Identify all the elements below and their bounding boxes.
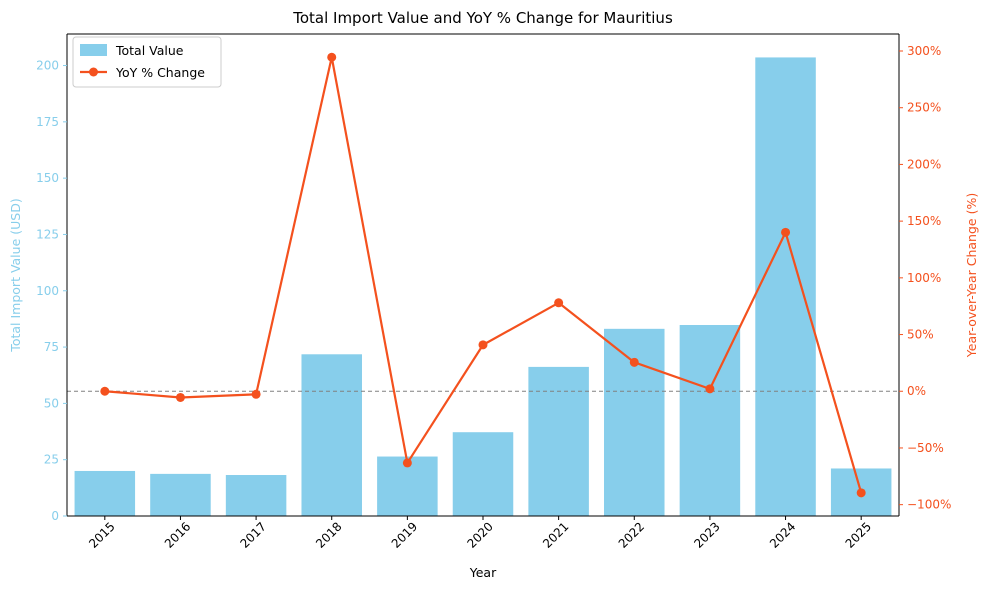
legend-bar-swatch (80, 44, 107, 56)
right-y-tick-label-150: 150% (907, 214, 941, 228)
right-y-tick-label--100: −100% (907, 498, 951, 512)
yoy-point-2020 (478, 340, 488, 350)
bar-2024 (755, 57, 816, 517)
left-y-tick-label-50: 50 (44, 396, 59, 410)
left-y-tick-label-25: 25 (44, 453, 59, 467)
x-tick-label-2022: 2022 (616, 519, 647, 550)
legend-entry-yoy-change: YoY % Change (115, 65, 205, 80)
right-y-axis-label: Year-over-Year Change (%) (964, 193, 979, 358)
x-tick-label-2015: 2015 (86, 519, 117, 550)
x-axis-label: Year (469, 565, 497, 580)
left-y-tick-label-125: 125 (36, 227, 59, 241)
x-tick-label-2019: 2019 (389, 519, 420, 550)
yoy-point-2019 (402, 458, 412, 468)
x-tick-label-2020: 2020 (464, 519, 495, 550)
legend-entry-total-value: Total Value (115, 43, 184, 58)
bar-2022 (604, 328, 665, 516)
yoy-point-2024 (781, 227, 791, 237)
yoy-point-2018 (327, 52, 337, 62)
bar-2023 (679, 325, 741, 516)
right-y-tick-label-100: 100% (907, 271, 941, 285)
yoy-point-2025 (856, 488, 866, 498)
legend-line-marker (89, 67, 98, 77)
x-tick-label-2023: 2023 (691, 519, 722, 550)
bar-2017 (225, 475, 287, 516)
left-y-tick-label-75: 75 (44, 340, 59, 354)
bar-2016 (150, 473, 211, 516)
right-y-tick-label-250: 250% (907, 101, 941, 115)
yoy-point-2016 (175, 392, 185, 402)
x-tick-label-2018: 2018 (313, 519, 344, 550)
x-tick-label-2025: 2025 (843, 519, 874, 550)
bar-2021 (528, 366, 589, 516)
x-tick-label-2024: 2024 (767, 519, 798, 550)
yoy-change-line (104, 56, 863, 494)
x-tick-label-2017: 2017 (238, 519, 269, 550)
left-y-tick-label-200: 200 (36, 59, 59, 73)
right-y-tick-label-300: 300% (907, 44, 941, 58)
yoy-point-2017 (251, 389, 261, 399)
left-y-tick-label-175: 175 (36, 115, 59, 129)
bar-2018 (301, 354, 362, 516)
plot-area: 2015 2016 2017 2018 2019 2020 2021 2022 2023 2024… (36, 33, 951, 551)
right-y-tick-label-200: 200% (907, 157, 941, 171)
x-tick-label-2016: 2016 (162, 519, 193, 550)
left-y-tick-label-100: 100 (36, 284, 59, 298)
bar-2015 (74, 470, 136, 516)
x-tick-label-2021: 2021 (540, 519, 571, 550)
left-y-tick-label-150: 150 (36, 171, 59, 185)
yoy-point-2021 (554, 298, 564, 308)
legend-frame (72, 36, 222, 88)
left-y-tick-label-0: 0 (51, 509, 59, 523)
bar-2020 (452, 432, 514, 516)
chart-title: Total Import Value and YoY % Change for … (292, 9, 673, 27)
right-y-tick-label-50: 50% (907, 328, 934, 342)
right-y-tick-label-0: 0% (907, 384, 926, 398)
left-y-axis-label: Total Import Value (USD) (8, 198, 23, 352)
right-y-tick-label--50: −50% (907, 441, 944, 455)
yoy-point-2023 (705, 384, 715, 394)
yoy-point-2022 (629, 357, 639, 367)
legend: Total Value YoY % Change (72, 36, 222, 88)
yoy-point-2015 (100, 386, 110, 396)
